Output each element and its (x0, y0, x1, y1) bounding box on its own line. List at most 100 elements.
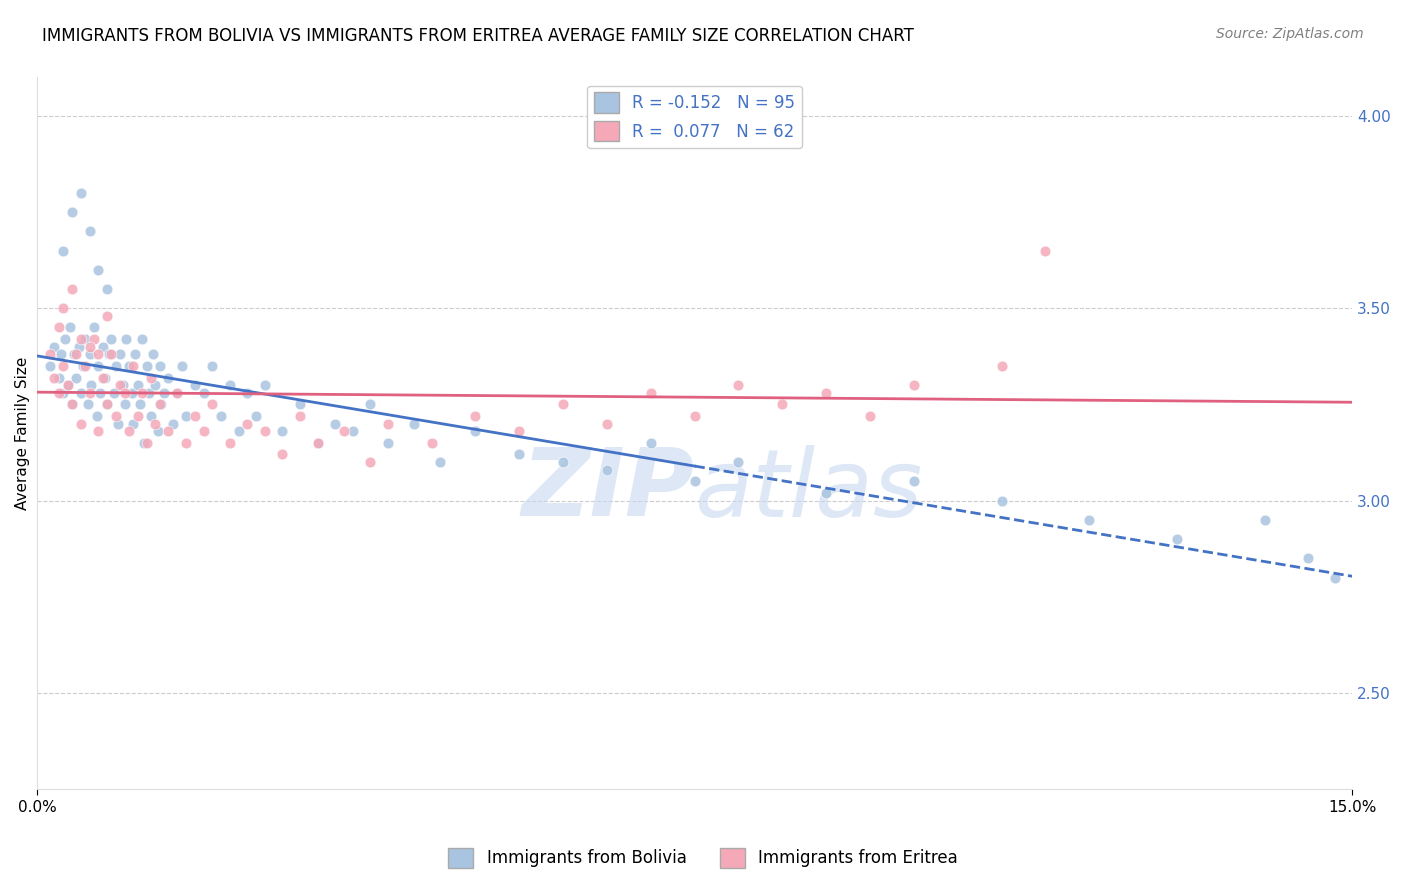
Point (307, 436, 329, 450)
Point (87, 359, 110, 373)
Point (149, 397, 172, 411)
Point (121, 385, 143, 400)
Point (80, 378, 103, 392)
Point (508, 447, 530, 461)
Point (52, 359, 75, 373)
Point (96, 397, 118, 411)
Point (122, 359, 145, 373)
Point (44, 340, 66, 354)
Point (87, 425, 110, 439)
Text: ZIP: ZIP (522, 444, 695, 536)
Point (44, 370, 66, 384)
Point (551, 455, 574, 469)
Point (132, 436, 155, 450)
Point (115, 332, 138, 346)
Point (67, 340, 90, 354)
Point (135, 436, 157, 450)
Point (69, 417, 91, 431)
Point (72, 359, 94, 373)
Point (228, 425, 250, 439)
Point (76, 397, 98, 411)
Point (75, 359, 97, 373)
Point (157, 370, 180, 384)
Point (139, 370, 162, 384)
Point (1033, 244, 1056, 258)
Point (253, 425, 276, 439)
Point (640, 436, 662, 450)
Point (87, 347, 110, 361)
Point (127, 409, 149, 423)
Point (56, 378, 79, 392)
Point (727, 455, 749, 469)
Point (96, 282, 118, 296)
Point (89, 385, 111, 400)
Point (859, 409, 882, 423)
Point (62, 347, 84, 361)
Point (323, 417, 346, 431)
Point (91, 370, 114, 384)
Point (1298, 551, 1320, 566)
Point (86, 409, 108, 423)
Point (245, 409, 267, 423)
Point (596, 417, 619, 431)
Point (377, 436, 399, 450)
Point (333, 425, 356, 439)
Point (508, 425, 530, 439)
Point (903, 475, 925, 489)
Point (150, 397, 173, 411)
Point (48, 385, 70, 400)
Point (1253, 513, 1275, 527)
Point (39, 359, 62, 373)
Point (131, 332, 153, 346)
Point (464, 409, 486, 423)
Point (815, 486, 838, 500)
Point (342, 425, 364, 439)
Point (143, 378, 166, 392)
Point (429, 455, 451, 469)
Point (52, 301, 75, 316)
Point (79, 347, 101, 361)
Point (114, 397, 136, 411)
Point (727, 378, 749, 392)
Point (253, 378, 276, 392)
Point (193, 425, 215, 439)
Point (79, 385, 101, 400)
Point (903, 378, 925, 392)
Point (420, 436, 443, 450)
Point (1166, 532, 1188, 546)
Point (60, 282, 83, 296)
Point (124, 347, 146, 361)
Point (990, 359, 1012, 373)
Point (79, 340, 101, 354)
Point (142, 347, 165, 361)
Point (60, 397, 83, 411)
Point (596, 463, 619, 477)
Point (359, 397, 381, 411)
Point (135, 359, 157, 373)
Point (100, 332, 122, 346)
Legend: R = -0.152   N = 95, R =  0.077   N = 62: R = -0.152 N = 95, R = 0.077 N = 62 (588, 86, 801, 148)
Point (52, 385, 75, 400)
Point (103, 385, 125, 400)
Point (815, 385, 838, 400)
Point (166, 385, 188, 400)
Point (48, 320, 70, 334)
Point (97, 347, 120, 361)
Point (60, 205, 83, 219)
Point (60, 397, 83, 411)
Point (114, 385, 136, 400)
Point (551, 397, 574, 411)
Point (153, 385, 176, 400)
Point (288, 409, 311, 423)
Legend: Immigrants from Bolivia, Immigrants from Eritrea: Immigrants from Bolivia, Immigrants from… (441, 841, 965, 875)
Point (170, 359, 193, 373)
Point (110, 347, 132, 361)
Point (218, 436, 240, 450)
Point (48, 370, 70, 384)
Point (107, 417, 129, 431)
Point (201, 397, 224, 411)
Point (162, 417, 184, 431)
Point (52, 244, 75, 258)
Point (271, 425, 294, 439)
Point (83, 332, 105, 346)
